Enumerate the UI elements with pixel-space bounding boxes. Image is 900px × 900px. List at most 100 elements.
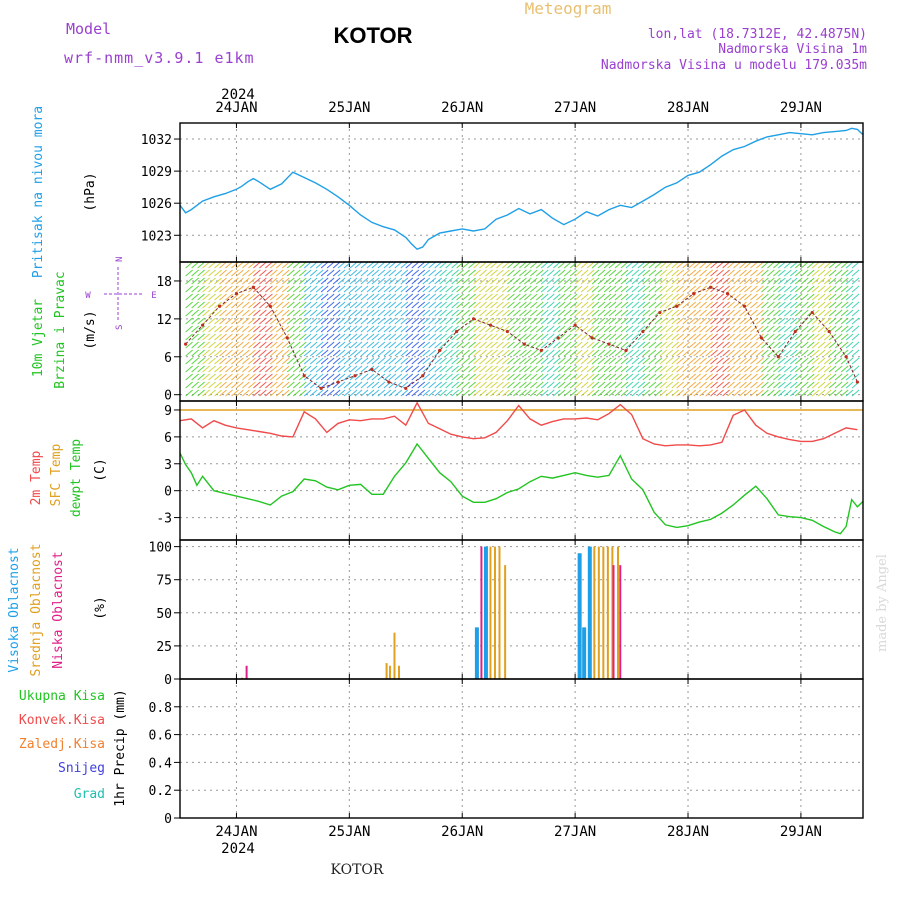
wind-barb	[540, 301, 549, 309]
wind-barb	[292, 293, 301, 301]
wind-barb	[388, 309, 397, 317]
wind-barb	[360, 261, 369, 269]
wind-barb	[507, 349, 515, 357]
wind-barb	[242, 365, 250, 373]
wind-barb	[332, 333, 341, 341]
wind-barb	[557, 357, 566, 365]
wind-barb	[275, 381, 284, 389]
wind-barb	[286, 373, 295, 381]
wind-barb	[784, 293, 792, 301]
wind-barb	[654, 365, 663, 373]
wind-barb	[253, 357, 261, 365]
wind-barb	[281, 341, 290, 349]
wind-barb	[473, 277, 481, 285]
wind-barb	[371, 269, 380, 277]
wind-barb	[563, 269, 572, 277]
wind-barb	[366, 317, 375, 325]
wind-barb	[185, 317, 193, 325]
wind-barb	[563, 381, 572, 389]
wind-barb	[529, 325, 538, 333]
wind-barb	[722, 381, 730, 389]
wind-barb	[388, 285, 397, 293]
wind-barb	[332, 309, 341, 317]
wind-barb	[773, 309, 781, 317]
wind-barb	[591, 293, 600, 301]
wind-barb	[586, 349, 595, 357]
temp2m-line	[179, 401, 858, 447]
wind-barb	[552, 349, 561, 357]
wind-barb	[608, 317, 617, 325]
wind-barb	[303, 301, 312, 309]
wind-barb	[574, 301, 583, 309]
wind-barb	[320, 389, 329, 397]
wind-barb	[840, 373, 849, 381]
wind-barb	[828, 317, 837, 325]
wind-barb	[490, 269, 498, 277]
wind-barb	[722, 285, 730, 293]
wind-barb	[320, 333, 329, 341]
wind-barb	[451, 389, 459, 397]
wind-barb	[851, 269, 860, 277]
wind-barb	[214, 293, 222, 301]
wind-barb	[845, 309, 854, 317]
wind-barb	[597, 357, 606, 365]
wind-barb	[840, 365, 849, 373]
wind-barb	[574, 277, 583, 285]
wind-barb	[744, 293, 752, 301]
wind-barb	[580, 325, 589, 333]
wind-barb	[507, 333, 515, 341]
wind-barb	[259, 325, 267, 333]
wind-barb	[248, 381, 256, 389]
wind-barb	[490, 293, 498, 301]
wind-barb	[682, 365, 691, 373]
wind-barb	[265, 381, 273, 389]
wind-barb	[523, 301, 532, 309]
wind-barb	[456, 285, 464, 293]
wind-barb	[417, 317, 426, 325]
wind-barb	[654, 325, 663, 333]
wind-barb	[540, 277, 549, 285]
wind-barb	[790, 333, 798, 341]
wind-barb	[794, 389, 803, 397]
wind-barb	[659, 261, 668, 269]
wind-barb	[676, 365, 685, 373]
wind-barb	[654, 333, 663, 341]
wind-barb	[337, 373, 346, 381]
wind-barb	[665, 373, 674, 381]
wind-barb	[800, 357, 809, 365]
wind-barb	[502, 301, 510, 309]
wind-barb	[716, 373, 724, 381]
wind-barb	[823, 341, 832, 349]
wind-barb	[642, 277, 651, 285]
wind-barb	[790, 381, 798, 389]
wind-barb	[191, 277, 199, 285]
wind-barb	[445, 333, 453, 341]
wind-barb	[231, 269, 239, 277]
wind-barb	[253, 269, 261, 277]
wind-barb	[523, 309, 532, 317]
wind-barb	[377, 309, 386, 317]
wind-barb	[800, 373, 809, 381]
wind-barb	[828, 277, 837, 285]
wind-barb	[574, 261, 583, 269]
top-year-label: 2024	[221, 87, 255, 103]
wind-barb	[851, 389, 860, 397]
wind-barb	[253, 277, 261, 285]
wind-barb	[800, 365, 809, 373]
wind-barb	[637, 349, 646, 357]
wind-barb	[823, 365, 832, 373]
wind-barb	[394, 277, 403, 285]
wind-speed-point	[200, 323, 205, 327]
wind-barb	[806, 293, 815, 301]
wind-barb	[337, 341, 346, 349]
wind-barb	[343, 381, 352, 389]
wind-barb	[326, 317, 335, 325]
wind-barb	[823, 277, 832, 285]
wind-barb	[303, 349, 312, 357]
wind-barb	[642, 333, 651, 341]
wind-barb	[705, 269, 713, 277]
wind-barb	[682, 325, 691, 333]
wind-barb	[320, 309, 329, 317]
wind-barb	[354, 325, 363, 333]
wind-barb	[523, 277, 532, 285]
